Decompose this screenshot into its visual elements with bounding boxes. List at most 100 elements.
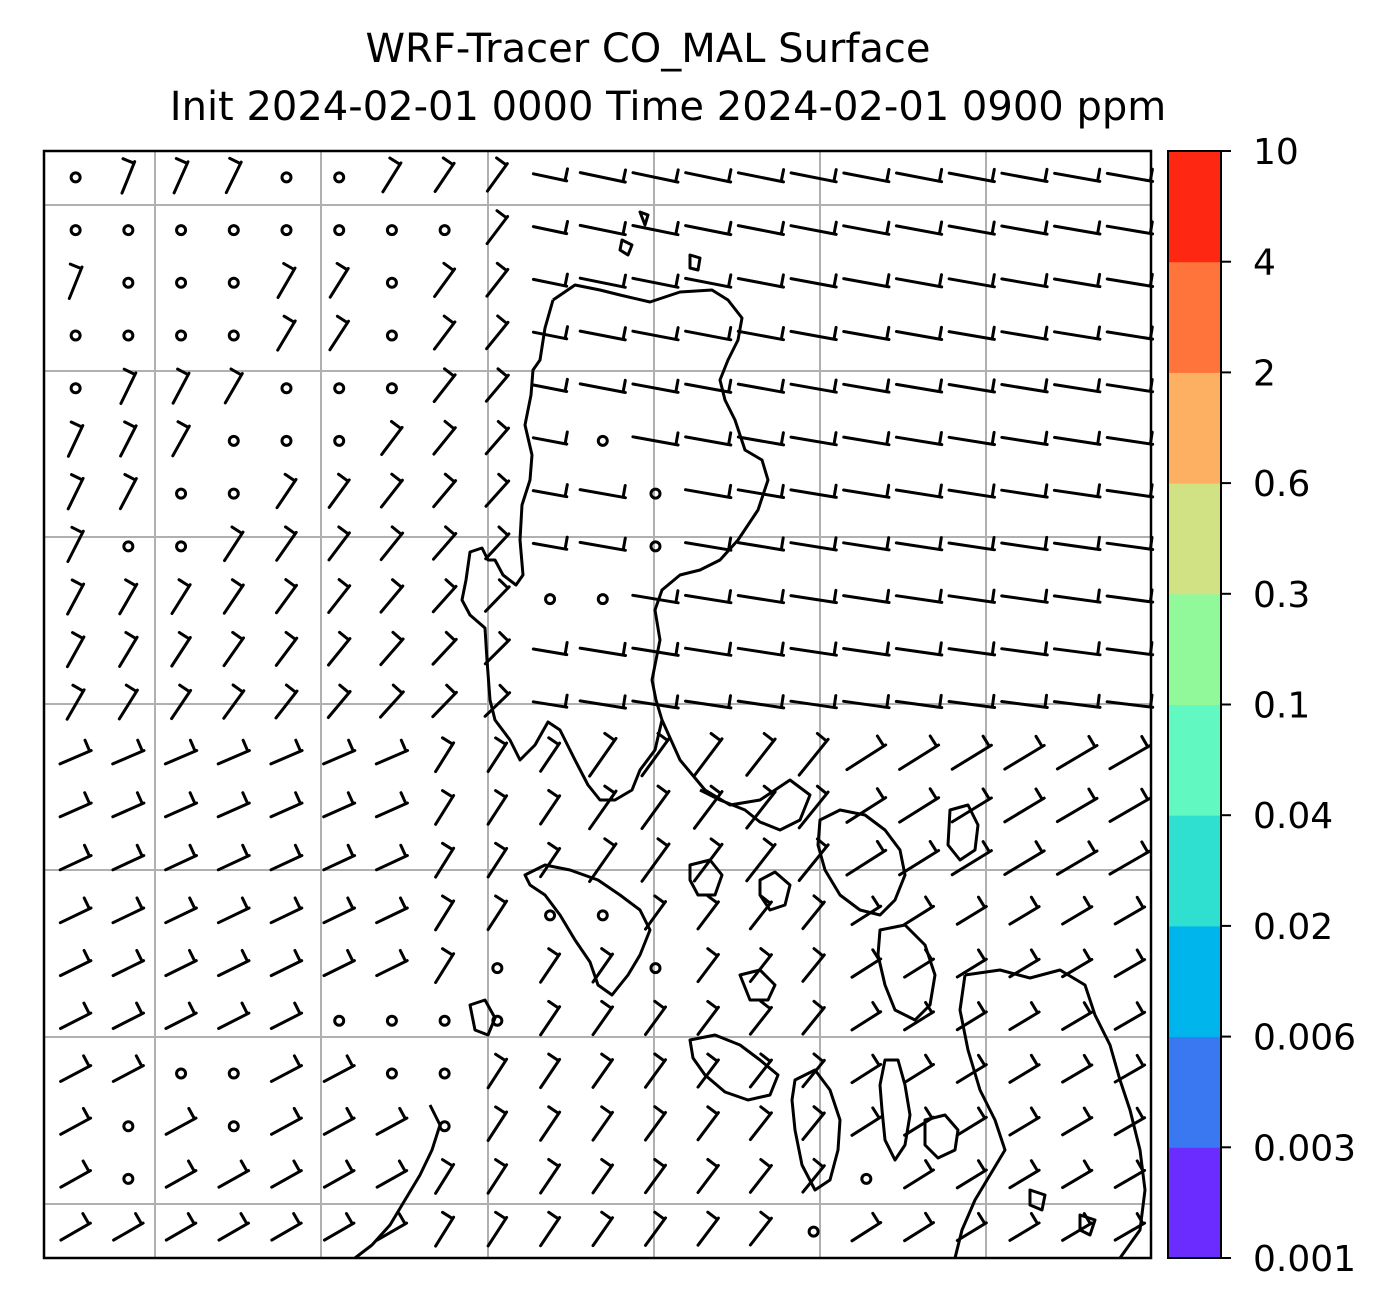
wind-barb — [1061, 1212, 1094, 1242]
wind-barb — [434, 736, 456, 774]
wind-barb — [644, 1210, 667, 1247]
wind-barb — [745, 784, 777, 830]
wind-barb — [748, 1105, 773, 1142]
calm-marker — [227, 329, 240, 342]
colorbar-tick-label: 0.6 — [1253, 464, 1310, 505]
map-title: WRF-Tracer CO_MAL Surface — [365, 26, 931, 72]
wind-barb — [1000, 273, 1049, 289]
wind-barb — [748, 1052, 773, 1089]
wind-barb — [322, 896, 356, 925]
wind-barb — [217, 1212, 250, 1242]
wind-barb — [433, 156, 456, 193]
wind-barb — [323, 1212, 356, 1242]
wind-barb — [269, 949, 304, 978]
wind-barb — [950, 787, 993, 824]
wind-barb — [692, 837, 724, 883]
wind-barb — [171, 367, 191, 405]
wind-barb — [380, 420, 404, 456]
wind-barb — [801, 1157, 826, 1194]
panay-coastline — [688, 1033, 780, 1102]
wind-barb — [1113, 948, 1147, 979]
wind-barb — [379, 683, 405, 719]
wind-barb — [1052, 693, 1102, 709]
wind-barb — [947, 273, 996, 289]
wind-barb — [631, 431, 680, 447]
calm-marker — [438, 1120, 451, 1133]
wind-barb — [640, 731, 671, 778]
wind-barb — [850, 1001, 883, 1032]
wind-barb — [578, 168, 627, 184]
wind-barb — [789, 220, 838, 236]
wind-barb — [1108, 840, 1152, 876]
wind-barb — [850, 1053, 883, 1085]
wind-barb — [947, 220, 996, 236]
wind-barb — [950, 840, 993, 877]
wind-barb — [539, 736, 562, 773]
wind-barb — [486, 1105, 509, 1142]
calm-marker — [227, 276, 240, 289]
samar-coastline — [816, 808, 907, 917]
calm-marker — [385, 276, 398, 289]
palawan-coastline — [354, 1104, 442, 1260]
wind-barb — [432, 472, 458, 509]
wind-barb — [375, 843, 409, 872]
wind-barb — [269, 896, 304, 925]
wind-barb — [1061, 948, 1094, 979]
wind-barb — [118, 473, 138, 511]
wind-barb — [801, 1052, 826, 1089]
wind-barb — [322, 738, 357, 766]
wind-barb — [118, 578, 139, 616]
wind-barb — [223, 525, 245, 563]
colorbar-tick-label: 0.1 — [1253, 686, 1310, 727]
wind-barb — [164, 1159, 198, 1189]
wind-barb — [1008, 1053, 1041, 1084]
wind-barb — [850, 1106, 883, 1137]
wind-barb — [845, 787, 888, 824]
wind-barb — [1053, 272, 1102, 289]
wind-barb — [736, 168, 786, 184]
wind-barb — [947, 378, 996, 394]
wind-barb — [486, 789, 509, 826]
wind-barb — [58, 949, 93, 978]
wind-barb — [894, 273, 944, 289]
wind-barb — [322, 1054, 356, 1083]
wind-barb — [1053, 167, 1102, 183]
wind-barb — [432, 367, 457, 404]
calm-marker — [333, 224, 346, 237]
calm-marker — [491, 1014, 504, 1027]
wind-barb — [222, 578, 245, 615]
wind-barb — [696, 1105, 720, 1142]
wind-barb — [894, 431, 944, 447]
calm-marker — [122, 540, 135, 553]
wind-barb — [591, 999, 614, 1037]
wind-barb — [696, 999, 720, 1036]
wind-barb — [322, 1106, 356, 1136]
calm-circles — [69, 171, 873, 1238]
calm-marker — [438, 1014, 451, 1027]
wind-barb — [322, 791, 357, 819]
wind-barb — [217, 1159, 251, 1189]
wind-barb — [1000, 325, 1049, 341]
calm-marker — [385, 329, 398, 342]
wind-barb — [789, 536, 838, 552]
colorbar-segment — [1168, 593, 1221, 705]
wind-barb — [1061, 1001, 1094, 1031]
wind-barb — [684, 220, 733, 237]
wind-barb — [842, 273, 891, 289]
wind-barb — [1053, 220, 1102, 236]
colorbar-tick-label: 10 — [1253, 132, 1299, 173]
wind-barb — [895, 167, 944, 184]
wind-barb — [947, 483, 996, 499]
wind-barb — [59, 1159, 92, 1189]
wind-barb — [850, 1211, 883, 1243]
wind-barb — [486, 1210, 509, 1248]
wind-barb — [631, 273, 680, 289]
wind-barb — [111, 738, 146, 766]
wind-barb — [269, 843, 304, 872]
wind-barb — [736, 326, 785, 342]
wind-barb — [578, 484, 627, 500]
wind-barb — [578, 536, 627, 552]
wind-barb — [216, 791, 251, 819]
wind-barb — [170, 578, 192, 615]
wind-barb — [66, 420, 85, 458]
